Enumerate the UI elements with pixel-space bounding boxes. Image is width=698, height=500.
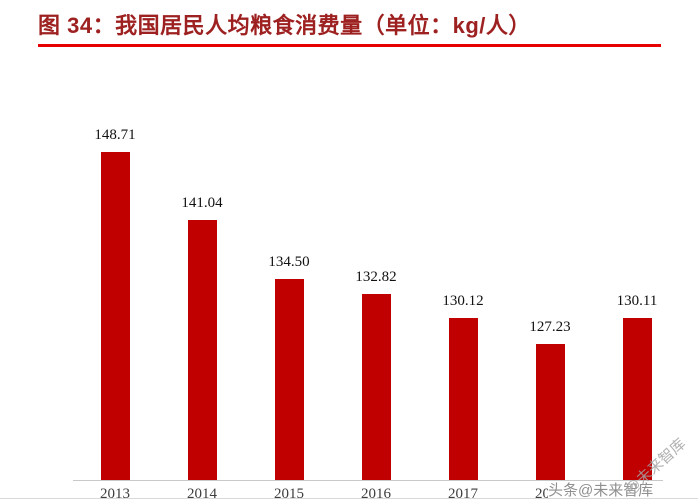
x-axis-label: 2014 [187,486,217,500]
title-divider [38,44,661,47]
bar [448,318,478,480]
bar-value-label: 141.04 [181,195,223,211]
bar-value-label: 127.23 [529,319,571,335]
watermark-text: 头条@未来智库 [548,481,698,500]
bar [100,152,130,480]
bar-value-label: 132.82 [355,269,397,285]
chart-title: 图 34：我国居民人均粮食消费量（单位：kg/人） [38,13,531,38]
bar-value-label: 148.71 [94,127,136,143]
bar [361,294,391,480]
x-axis-label: 2016 [361,486,391,500]
bar-value-label: 134.50 [268,254,310,270]
x-axis-label: 2017 [448,486,478,500]
bar-value-label: 130.12 [442,293,484,309]
bottom-rule [0,498,698,499]
bar [622,318,652,480]
bar [274,279,304,480]
bar-chart: 148.71 2013 141.04 2014 134.50 2015 132.82 2016… [0,95,698,500]
x-axis-label: 2013 [100,486,130,500]
bar [535,344,565,480]
bar [187,220,217,480]
x-axis-label: 2015 [274,486,304,500]
bar-value-label: 130.11 [616,293,658,309]
x-axis-line [73,480,663,481]
